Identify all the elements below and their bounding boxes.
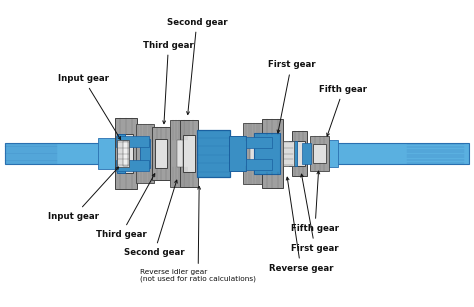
Text: First gear: First gear xyxy=(291,174,339,253)
Bar xyxy=(115,119,137,188)
Bar xyxy=(123,141,128,166)
Bar xyxy=(118,134,134,173)
Bar xyxy=(262,119,283,188)
Bar xyxy=(183,135,195,172)
Bar xyxy=(254,133,280,174)
Bar xyxy=(98,138,117,169)
Text: Second gear: Second gear xyxy=(124,180,184,257)
Bar xyxy=(326,140,337,167)
Text: Input gear: Input gear xyxy=(58,74,120,139)
Bar xyxy=(265,135,280,172)
Bar xyxy=(197,130,230,177)
Text: Fifth gear: Fifth gear xyxy=(319,85,367,136)
Bar xyxy=(246,137,272,148)
Bar xyxy=(177,140,183,167)
Bar xyxy=(153,126,170,181)
Bar xyxy=(229,145,326,162)
Bar xyxy=(140,139,150,168)
Bar xyxy=(117,160,149,171)
Bar xyxy=(302,143,311,164)
Bar xyxy=(170,120,190,187)
Bar xyxy=(250,141,255,166)
Text: Third gear: Third gear xyxy=(96,174,155,239)
Bar xyxy=(117,145,199,162)
Bar xyxy=(292,131,307,176)
Bar xyxy=(120,130,148,177)
Bar xyxy=(155,139,167,168)
Text: Second gear: Second gear xyxy=(166,17,227,115)
Bar xyxy=(310,136,329,171)
Bar xyxy=(243,123,262,184)
Bar xyxy=(117,134,126,173)
Text: Reverse gear: Reverse gear xyxy=(269,177,333,273)
Text: Third gear: Third gear xyxy=(143,41,194,124)
Bar xyxy=(283,141,294,166)
Bar xyxy=(229,136,246,171)
Bar xyxy=(246,159,272,170)
Bar xyxy=(289,141,297,166)
Bar xyxy=(142,142,147,165)
Text: Input gear: Input gear xyxy=(48,167,119,221)
Text: First gear: First gear xyxy=(267,60,315,133)
Bar xyxy=(118,140,129,167)
Bar xyxy=(313,144,326,163)
Bar xyxy=(180,120,198,187)
Bar xyxy=(117,136,149,147)
Bar xyxy=(327,143,469,164)
Text: Fifth gear: Fifth gear xyxy=(291,171,339,233)
Bar xyxy=(136,124,154,183)
Text: Reverse idler gear
(not used for ratio calculations): Reverse idler gear (not used for ratio c… xyxy=(140,186,256,282)
Bar xyxy=(294,142,305,165)
Bar xyxy=(5,143,121,164)
